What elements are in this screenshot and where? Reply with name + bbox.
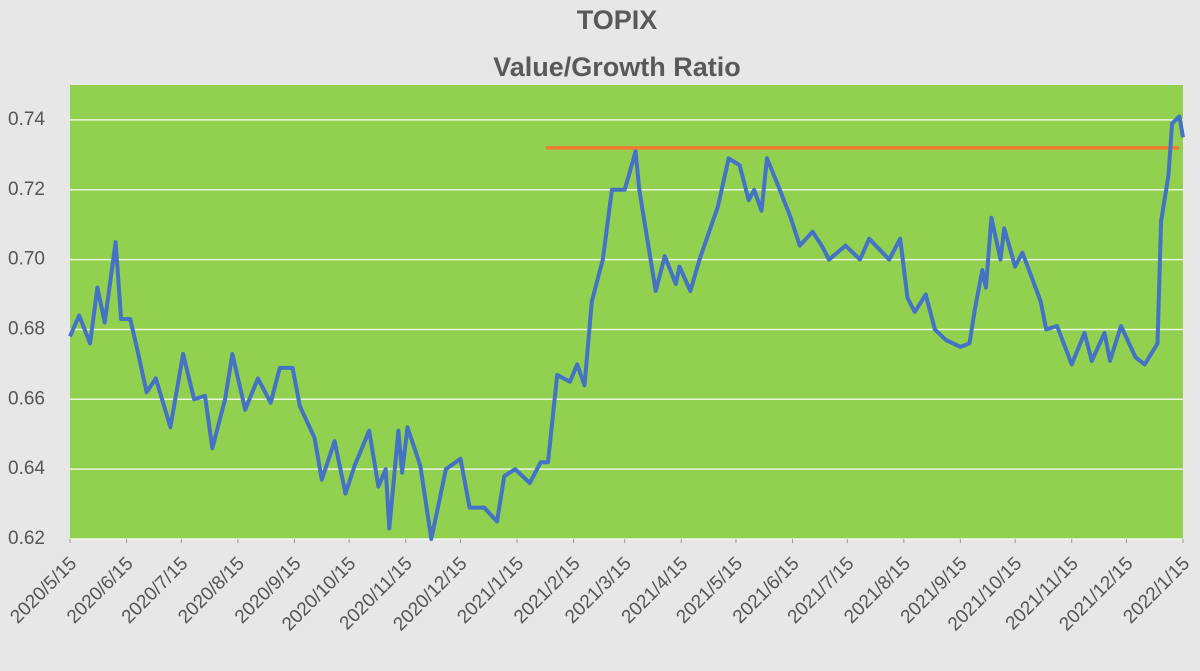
data-line [68,114,1185,541]
y-tick-label: 0.74 [8,109,45,130]
y-tick-label: 0.72 [8,179,45,200]
y-tick-label: 0.64 [8,458,45,479]
y-tick-label: 0.70 [8,249,45,270]
chart-subtitle: Value/Growth Ratio [493,52,741,82]
y-tick-label: 0.68 [8,318,45,339]
y-tick-label: 0.62 [8,528,45,549]
chart-title: TOPIX [577,5,658,35]
y-tick-label: 0.66 [8,388,45,409]
plot-area [70,85,1183,539]
